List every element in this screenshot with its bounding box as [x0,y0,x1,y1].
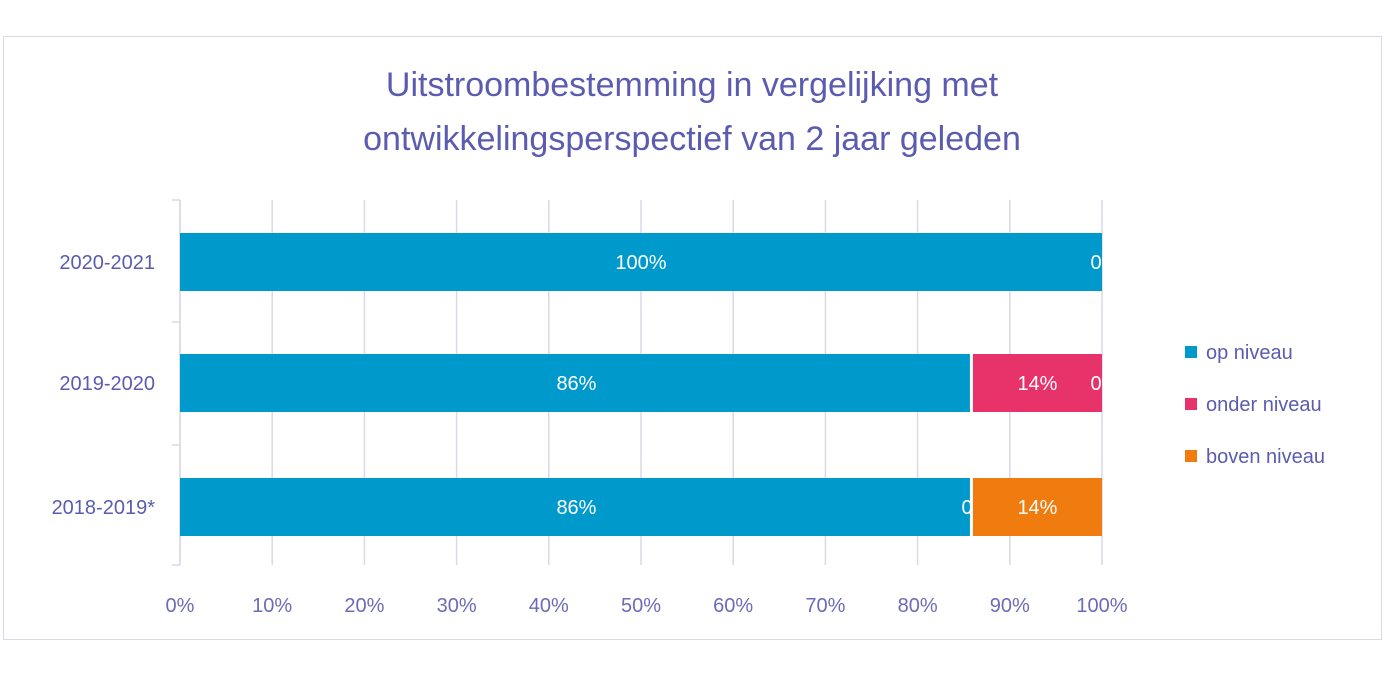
chart-title: Uitstroombestemming in vergelijking met … [0,58,1384,166]
x-tick-label: 100% [1076,595,1127,617]
bar-segment [972,354,1102,412]
legend-label: boven niveau [1206,446,1325,468]
bar-segment [180,478,970,536]
x-tick-label: 80% [898,595,938,617]
x-tick-label: 50% [621,595,661,617]
data-label: 86% [556,373,596,395]
x-tick-label: 30% [437,595,477,617]
x-tick-label: 0% [166,595,195,617]
x-tick-label: 10% [252,595,292,617]
x-tick-label: 20% [344,595,384,617]
legend-swatch [1185,398,1197,410]
bar-segment [180,233,1102,291]
legend-swatch [1185,450,1197,462]
category-label: 2020-2021 [59,252,155,274]
x-tick-label: 70% [805,595,845,617]
data-label: 0% [1091,373,1120,395]
chart-frame [3,36,1382,640]
data-label: 14% [1017,497,1057,519]
category-label: 2018-2019* [52,497,156,519]
legend-label: op niveau [1206,342,1293,364]
legend-swatch [1185,346,1197,358]
x-tick-label: 40% [529,595,569,617]
data-label: 86% [556,497,596,519]
chart-title-line-1: Uitstroombestemming in vergelijking met [385,66,999,104]
x-tick-label: 90% [990,595,1030,617]
data-label: 0% [1091,252,1120,274]
data-label: 14% [1017,373,1057,395]
bar-segment [180,354,970,412]
bar-segment [972,478,1102,536]
x-tick-label: 60% [713,595,753,617]
category-label: 2019-2020 [59,373,155,395]
chart-title-line-2: ontwikkelingsperspectief van 2 jaar gele… [363,120,1021,158]
legend-label: onder niveau [1206,394,1322,416]
data-label: 100% [615,252,666,274]
